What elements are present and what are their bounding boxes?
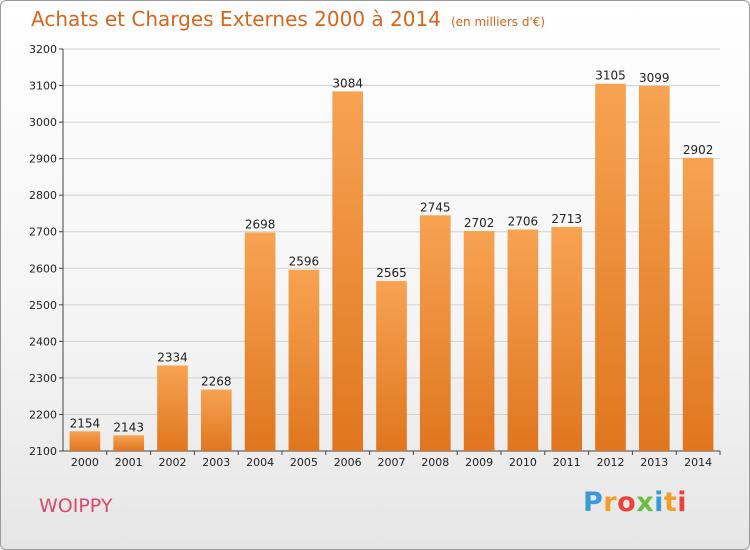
x-tick-label-2001: 2001 [115,456,143,469]
logo-letter: i [654,487,664,518]
chart-subtitle: (en milliers d'€) [450,15,546,29]
bars [69,83,714,451]
bar-2008 [419,215,451,451]
x-tick-label-2011: 2011 [553,456,581,469]
bar-2013 [638,85,670,451]
bar-2009 [463,230,495,451]
value-label-2007: 2565 [376,266,407,280]
bar-2014 [682,157,714,451]
y-tick-label: 2700 [29,226,57,239]
x-tick-label-2009: 2009 [465,456,493,469]
y-tick-label: 3200 [29,43,57,56]
proxiti-logo: Proxiti [583,487,687,518]
y-tick-label: 2200 [29,408,57,421]
value-label-2004: 2698 [245,217,276,231]
chart-title: Achats et Charges Externes 2000 à 2014 (e… [31,7,545,31]
bar-2011 [551,226,583,451]
value-label-2001: 2143 [113,420,144,434]
x-tick-label-2008: 2008 [421,456,449,469]
bar-2000 [69,431,101,451]
y-tick-label: 2300 [29,372,57,385]
logo-letter: P [583,487,604,518]
bar-2003 [200,389,232,451]
bar-2012 [595,83,626,451]
value-label-2000: 2154 [70,416,101,430]
value-label-2011: 2713 [551,212,582,226]
x-tick-label-2014: 2014 [684,456,712,469]
y-tick-label: 3100 [29,80,57,93]
value-label-2003: 2268 [201,375,232,389]
bar-2001 [113,435,145,451]
y-tick-label: 3000 [29,116,57,129]
x-tick-label-2004: 2004 [246,456,274,469]
logo-letter: x [636,487,655,518]
bar-2004 [244,232,276,451]
value-label-2013: 3099 [639,71,670,85]
value-label-2002: 2334 [157,350,188,364]
value-label-2014: 2902 [683,143,714,157]
x-tick-label-2002: 2002 [159,456,187,469]
y-tick-label: 2900 [29,153,57,166]
x-tick-label-2006: 2006 [334,456,362,469]
y-tick-label: 2500 [29,299,57,312]
logo-letter: i [677,487,688,518]
value-label-2005: 2596 [289,255,320,269]
commune-name: WOIPPY [39,495,113,517]
x-tick-label-2007: 2007 [378,456,406,469]
value-label-2012: 3105 [595,69,626,83]
x-tick-label-2010: 2010 [509,456,537,469]
value-label-2010: 2706 [508,215,539,229]
value-label-2006: 3084 [332,76,363,90]
y-tick-label: 2800 [29,189,57,202]
bar-2006 [332,91,364,451]
logo-letter: r [603,487,618,518]
labels: 2100 2200 2300 2400 2500 2600 2700 2800 2900 3000… [29,43,713,469]
value-label-2009: 2702 [464,216,495,230]
bar-2010 [507,229,539,451]
logo-letter: o [617,487,637,518]
y-tick-label: 2600 [29,262,57,275]
x-tick-label-2003: 2003 [202,456,230,469]
x-tick-label-2000: 2000 [71,456,99,469]
y-tick-label: 2100 [29,445,57,458]
x-tick-label-2012: 2012 [597,456,625,469]
bar-2005 [288,269,320,451]
bar-2002 [157,365,188,451]
x-tick-label-2005: 2005 [290,456,318,469]
bar-2007 [376,281,407,451]
value-label-2008: 2745 [420,200,451,214]
y-tick-label: 2400 [29,335,57,348]
chart-title-text: Achats et Charges Externes 2000 à 2014 [31,7,441,31]
logo-letter: t [663,487,678,518]
x-tick-label-2013: 2013 [640,456,668,469]
